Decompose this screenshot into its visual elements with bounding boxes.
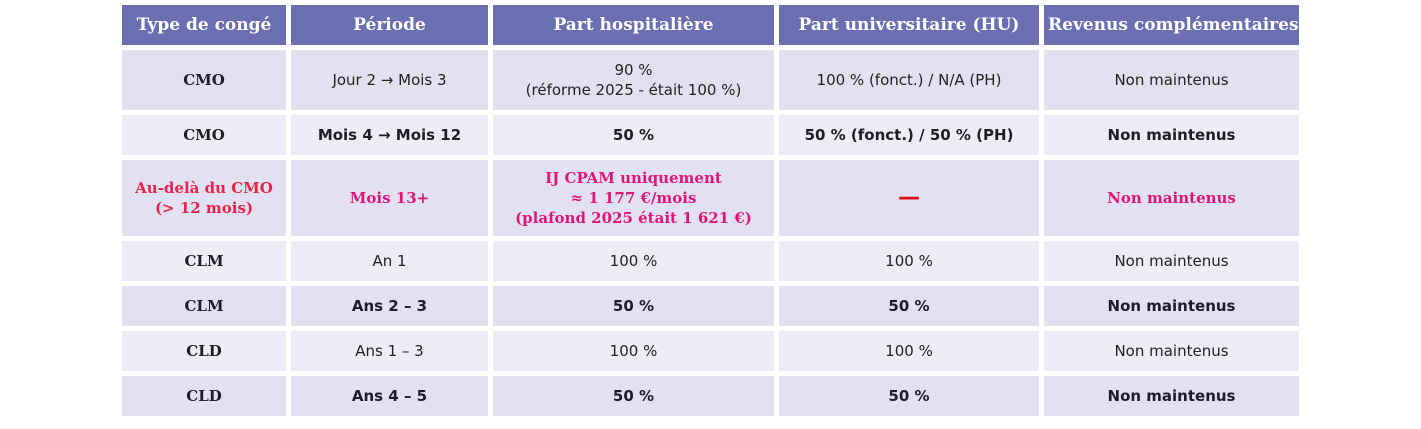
table-row: CMO Mois 4 → Mois 12 50 % 50 % (fonct.) …	[122, 115, 1299, 155]
cell-part-hospitaliere: 50 %	[493, 115, 774, 155]
cell-part-hospitaliere: 50 %	[493, 286, 774, 326]
cell-type: CMO	[122, 50, 286, 110]
cell-line: (> 12 mois)	[154, 199, 254, 217]
cell-line: IJ CPAM uniquement	[545, 169, 722, 187]
cell-revenus: Non maintenus	[1044, 286, 1299, 326]
cell-line: ≈ 1 177 €/mois	[570, 189, 697, 207]
cell-part-universitaire: 100 %	[779, 331, 1039, 371]
cell-part-hospitaliere: 50 %	[493, 376, 774, 416]
cell-periode: An 1	[291, 241, 488, 281]
cell-periode: Jour 2 → Mois 3	[291, 50, 488, 110]
cell-line: 90 %	[614, 61, 653, 79]
cell-part-universitaire: 100 %	[779, 241, 1039, 281]
header-row: Type de congé Période Part hospitalière …	[122, 5, 1299, 45]
cell-type: CLM	[122, 241, 286, 281]
cell-part-hospitaliere: 90 % (réforme 2025 - était 100 %)	[493, 50, 774, 110]
cell-part-universitaire: —	[779, 160, 1039, 236]
cell-periode: Ans 4 – 5	[291, 376, 488, 416]
cell-part-hospitaliere: 100 %	[493, 241, 774, 281]
table-row: CMO Jour 2 → Mois 3 90 % (réforme 2025 -…	[122, 50, 1299, 110]
header-periode: Période	[291, 5, 488, 45]
header-revenus: Revenus complémentaires	[1044, 5, 1299, 45]
cell-line: (réforme 2025 - était 100 %)	[525, 81, 742, 99]
table-row: CLM An 1 100 % 100 % Non maintenus	[122, 241, 1299, 281]
cell-type: CLD	[122, 376, 286, 416]
cell-line: (plafond 2025 était 1 621 €)	[515, 209, 752, 227]
cell-periode: Ans 1 – 3	[291, 331, 488, 371]
cell-periode: Mois 13+	[291, 160, 488, 236]
table-row: CLD Ans 4 – 5 50 % 50 % Non maintenus	[122, 376, 1299, 416]
cell-revenus: Non maintenus	[1044, 50, 1299, 110]
cell-line: Au-delà du CMO	[135, 179, 273, 197]
cell-part-universitaire: 50 % (fonct.) / 50 % (PH)	[779, 115, 1039, 155]
cell-revenus: Non maintenus	[1044, 331, 1299, 371]
table-row-highlight: Au-delà du CMO (> 12 mois) Mois 13+ IJ C…	[122, 160, 1299, 236]
leave-table: Type de congé Période Part hospitalière …	[117, 0, 1304, 421]
cell-periode: Ans 2 – 3	[291, 286, 488, 326]
cell-part-hospitaliere: 100 %	[493, 331, 774, 371]
cell-part-hospitaliere: IJ CPAM uniquement ≈ 1 177 €/mois (plafo…	[493, 160, 774, 236]
cell-type: CLM	[122, 286, 286, 326]
cell-revenus: Non maintenus	[1044, 160, 1299, 236]
cell-revenus: Non maintenus	[1044, 376, 1299, 416]
header-type: Type de congé	[122, 5, 286, 45]
cell-type: CMO	[122, 115, 286, 155]
header-part-universitaire: Part universitaire (HU)	[779, 5, 1039, 45]
cell-part-universitaire: 50 %	[779, 376, 1039, 416]
cell-revenus: Non maintenus	[1044, 241, 1299, 281]
cell-type: Au-delà du CMO (> 12 mois)	[122, 160, 286, 236]
cell-part-universitaire: 100 % (fonct.) / N/A (PH)	[779, 50, 1039, 110]
table-row: CLD Ans 1 – 3 100 % 100 % Non maintenus	[122, 331, 1299, 371]
table-row: CLM Ans 2 – 3 50 % 50 % Non maintenus	[122, 286, 1299, 326]
cell-periode: Mois 4 → Mois 12	[291, 115, 488, 155]
cell-revenus: Non maintenus	[1044, 115, 1299, 155]
cell-type: CLD	[122, 331, 286, 371]
header-part-hospitaliere: Part hospitalière	[493, 5, 774, 45]
leave-table-container: Type de congé Période Part hospitalière …	[122, 5, 1299, 416]
cell-part-universitaire: 50 %	[779, 286, 1039, 326]
